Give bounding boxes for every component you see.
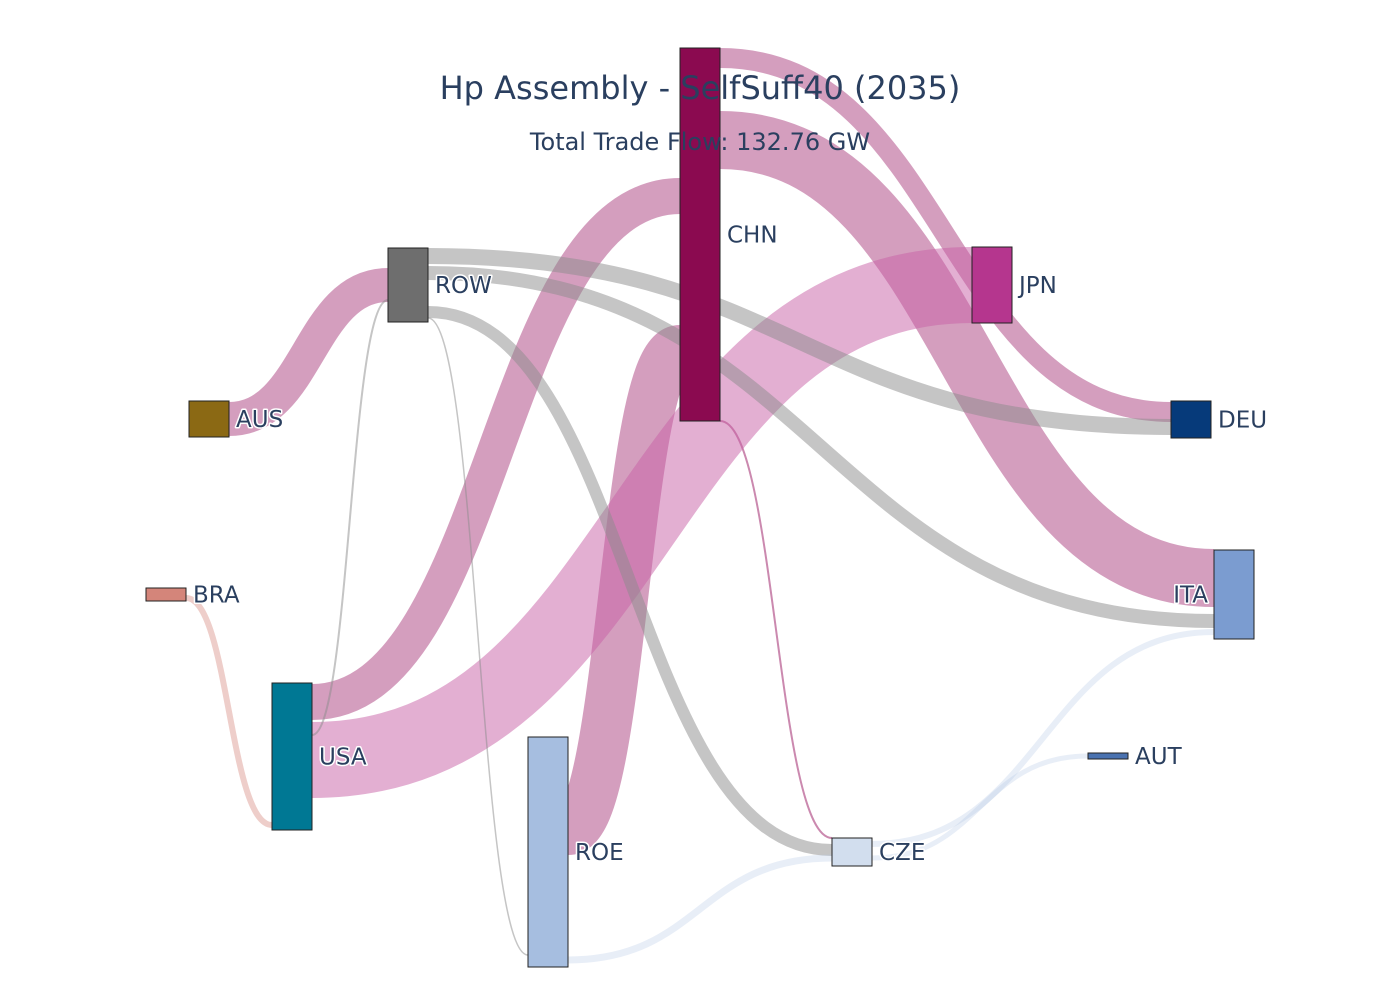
node-label-aus: AUS bbox=[236, 407, 283, 433]
node-aus[interactable] bbox=[188, 400, 230, 438]
flow-chn-to-ita[interactable] bbox=[719, 111, 1215, 607]
labels-layer: AUS BRA USA ROW ROE CHN CZE JPN AUT DEU ITA bbox=[192, 221, 1269, 868]
flow-bra-to-usa[interactable] bbox=[185, 595, 273, 828]
node-roe[interactable] bbox=[527, 736, 569, 968]
node-aut[interactable] bbox=[1087, 752, 1129, 760]
flow-chn-to-deu[interactable] bbox=[719, 48, 1172, 422]
node-jpn[interactable] bbox=[971, 246, 1013, 324]
flow-row-to-cze[interactable] bbox=[427, 306, 833, 856]
flow-row-to-roe[interactable] bbox=[427, 317, 529, 956]
flow-jpn-to-usa[interactable] bbox=[311, 247, 973, 798]
flow-row-to-ita[interactable] bbox=[427, 266, 1215, 628]
flow-row-to-usa[interactable] bbox=[311, 299, 389, 736]
node-label-row: ROW bbox=[435, 273, 492, 299]
node-label-deu: DEU bbox=[1218, 408, 1267, 434]
node-label-bra: BRA bbox=[193, 583, 240, 609]
node-label-ita: ITA bbox=[1173, 583, 1208, 609]
node-label-jpn: JPN bbox=[1017, 273, 1057, 299]
chart-title: Hp Assembly - SelfSuff40 (2035) bbox=[440, 69, 961, 107]
node-bra[interactable] bbox=[145, 587, 187, 602]
node-row[interactable] bbox=[387, 247, 429, 323]
node-label-aut: AUT bbox=[1135, 744, 1183, 770]
flow-row-to-aus[interactable] bbox=[227, 268, 390, 436]
node-chn[interactable] bbox=[679, 47, 721, 422]
flow-cze-to-aut[interactable] bbox=[871, 753, 1089, 861]
flow-cze-to-ita[interactable] bbox=[871, 629, 1215, 847]
node-cze[interactable] bbox=[831, 837, 873, 867]
node-label-chn: CHN bbox=[727, 223, 778, 249]
node-label-cze: CZE bbox=[879, 840, 925, 866]
links-layer bbox=[185, 48, 1215, 964]
node-ita[interactable] bbox=[1213, 549, 1255, 640]
node-usa[interactable] bbox=[271, 682, 313, 831]
node-label-roe: ROE bbox=[575, 840, 624, 866]
node-deu[interactable] bbox=[1170, 400, 1212, 439]
nodes-layer bbox=[145, 47, 1255, 968]
flow-roe-to-cze[interactable] bbox=[567, 854, 833, 964]
node-label-usa: USA bbox=[319, 745, 367, 771]
chart-subtitle: Total Trade Flow: 132.76 GW bbox=[529, 128, 870, 156]
flow-chn-to-cze[interactable] bbox=[719, 420, 833, 839]
flow-chn-to-usa[interactable] bbox=[310, 178, 682, 720]
flow-row-to-deu[interactable] bbox=[427, 248, 1172, 435]
